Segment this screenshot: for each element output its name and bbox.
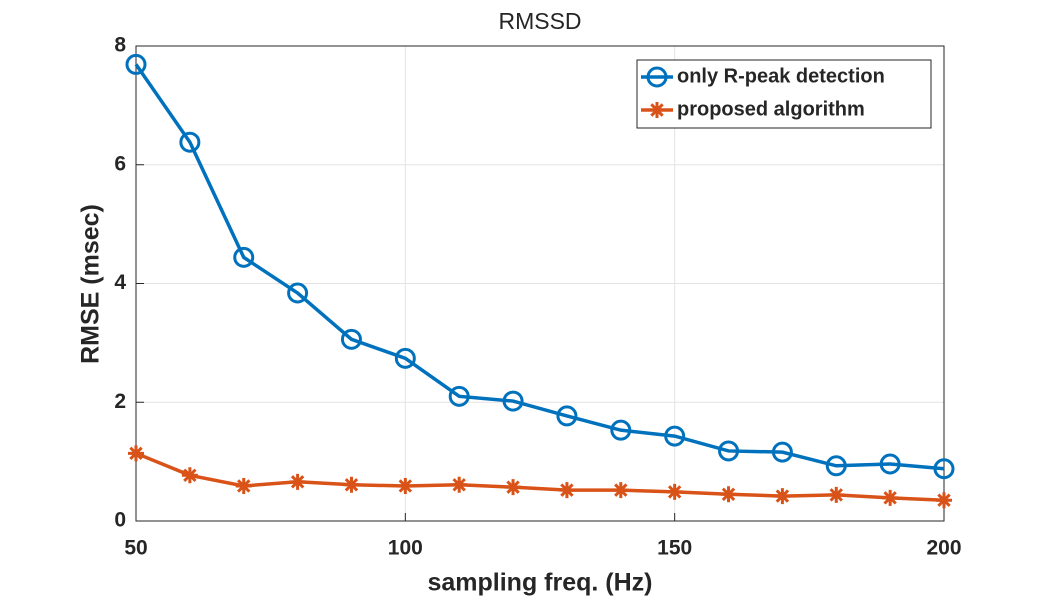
series-line xyxy=(135,451,945,502)
marker xyxy=(882,489,899,506)
marker xyxy=(505,479,522,496)
x-tick-label: 150 xyxy=(657,537,692,560)
marker xyxy=(448,385,470,407)
marker xyxy=(936,492,952,509)
marker xyxy=(933,458,955,480)
marker xyxy=(343,476,360,493)
y-tick-label: 2 xyxy=(114,390,126,413)
y-axis-label: RMSE (msec) xyxy=(77,204,105,364)
marker xyxy=(397,477,414,494)
y-tick-label: 4 xyxy=(114,271,126,294)
chart-title: RMSSD xyxy=(498,8,581,34)
marker xyxy=(825,455,847,477)
x-tick-label: 200 xyxy=(926,537,961,560)
legend: only R-peak detection proposed algorithm xyxy=(636,59,932,129)
marker xyxy=(664,425,686,447)
marker xyxy=(828,486,845,503)
marker xyxy=(289,473,306,490)
x-tick-label: 50 xyxy=(124,537,147,560)
marker xyxy=(128,445,144,462)
marker xyxy=(720,486,737,503)
marker xyxy=(666,483,683,500)
y-tick-label: 8 xyxy=(114,34,126,57)
legend-marker xyxy=(649,102,665,118)
series-line xyxy=(134,63,945,471)
legend-box xyxy=(636,59,932,129)
marker xyxy=(558,482,575,499)
legend-marker xyxy=(646,66,668,88)
x-axis-label: sampling freq. (Hz) xyxy=(427,569,652,597)
marker xyxy=(287,282,309,304)
marker xyxy=(179,131,201,153)
legend-label: proposed algorithm xyxy=(677,98,865,120)
y-tick-label: 6 xyxy=(114,152,126,175)
marker xyxy=(556,405,578,427)
marker xyxy=(771,441,793,463)
marker xyxy=(340,328,362,350)
marker xyxy=(394,347,416,369)
marker xyxy=(181,467,198,484)
marker xyxy=(879,453,901,475)
marker xyxy=(718,440,740,462)
y-tick-label: 0 xyxy=(114,509,126,532)
marker xyxy=(774,488,791,505)
marker xyxy=(235,477,252,494)
marker xyxy=(610,419,632,441)
marker xyxy=(612,482,629,499)
marker xyxy=(451,476,468,493)
axes-box xyxy=(135,45,945,522)
legend-label: only R-peak detection xyxy=(677,65,885,87)
marker xyxy=(502,390,524,412)
x-tick-label: 100 xyxy=(388,537,423,560)
marker xyxy=(125,53,147,75)
marker xyxy=(233,246,255,268)
